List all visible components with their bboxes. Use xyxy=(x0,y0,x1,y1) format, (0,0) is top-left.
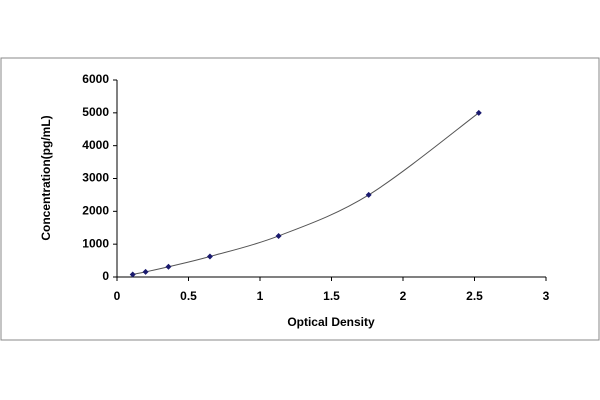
data-point xyxy=(165,263,172,270)
data-point xyxy=(365,191,372,198)
x-tick-label: 0.5 xyxy=(180,289,197,303)
x-tick-label: 2.5 xyxy=(466,289,483,303)
y-tick-label: 5000 xyxy=(82,105,109,119)
x-tick-label: 3 xyxy=(543,289,550,303)
x-tick-label: 1 xyxy=(257,289,264,303)
y-tick-label: 1000 xyxy=(82,236,109,250)
x-tick-label: 0 xyxy=(114,289,121,303)
data-point xyxy=(142,268,149,275)
y-axis-label: Concentration(pg/mL) xyxy=(39,115,53,240)
y-tick-label: 2000 xyxy=(82,204,109,218)
chart-frame xyxy=(0,57,600,341)
x-tick-label: 2 xyxy=(400,289,407,303)
x-axis-label: Optical Density xyxy=(287,315,375,329)
data-point xyxy=(206,253,213,260)
y-tick-label: 4000 xyxy=(82,138,109,152)
data-point xyxy=(275,232,282,239)
data-point xyxy=(129,271,136,278)
y-tick-label: 6000 xyxy=(82,72,109,86)
y-tick-label: 3000 xyxy=(82,171,109,185)
data-point xyxy=(475,109,482,116)
x-tick-label: 1.5 xyxy=(323,289,340,303)
trendline xyxy=(132,112,480,275)
y-tick-label: 0 xyxy=(102,269,109,283)
